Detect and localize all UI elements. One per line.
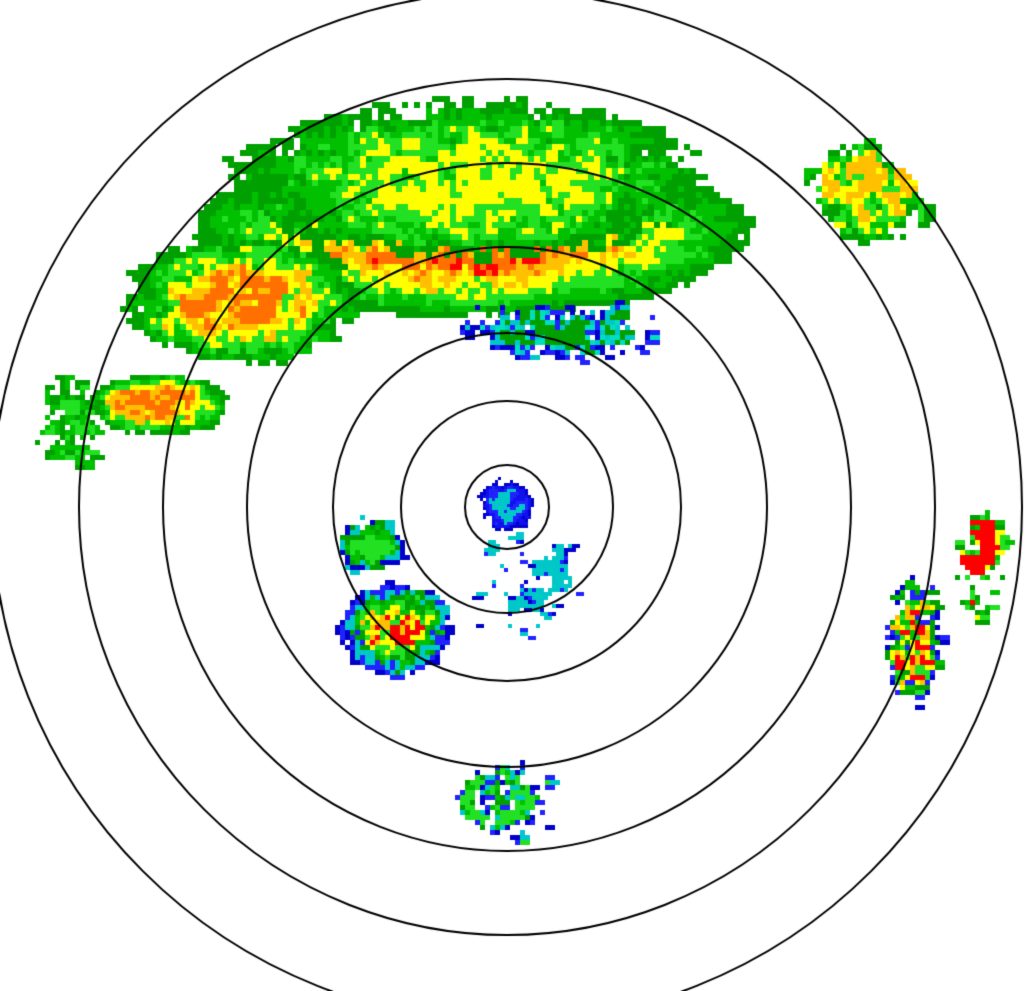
range-ring-overlay xyxy=(0,0,1029,991)
radar-ppi-display[interactable]: Weather Radar Reflectivity PPI Base Refl… xyxy=(0,0,1029,991)
